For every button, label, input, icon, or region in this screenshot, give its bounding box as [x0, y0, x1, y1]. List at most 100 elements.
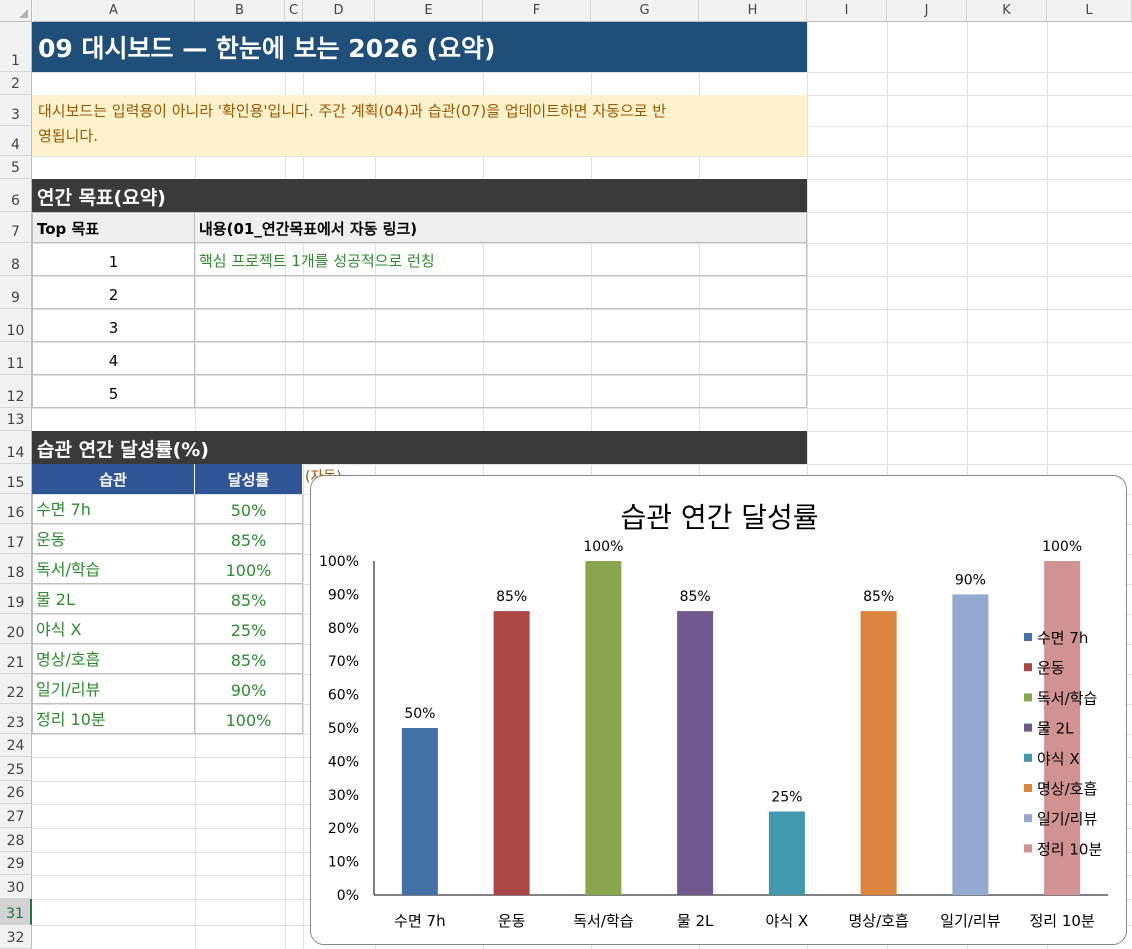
column-header-d[interactable]: D: [303, 0, 375, 22]
row-header-19[interactable]: 19: [0, 584, 32, 614]
goal-text-cell[interactable]: [194, 375, 807, 408]
chart-bar: [585, 561, 622, 895]
row-header-4[interactable]: 4: [0, 126, 32, 156]
habit-name-cell[interactable]: 운동: [32, 524, 195, 554]
habit-chart[interactable]: 습관 연간 달성률 0% 10% 20% 30% 40% 50% 60% 70% 80% 90% 1…: [310, 475, 1127, 945]
habit-rate-cell[interactable]: 90%: [194, 674, 303, 704]
goal-text-cell[interactable]: [194, 309, 807, 342]
row-header-22[interactable]: 22: [0, 674, 32, 704]
row-header-28[interactable]: 28: [0, 828, 32, 852]
goal-num-cell[interactable]: 4: [32, 342, 195, 375]
row-header-29[interactable]: 29: [0, 852, 32, 875]
habits-section-title[interactable]: 습관 연간 달성률(%): [32, 431, 807, 464]
dashboard-note[interactable]: 대시보드는 입력용이 아니라 '확인용'입니다. 주간 계획(04)과 습관(0…: [32, 95, 807, 156]
legend-swatch: [1024, 723, 1032, 732]
goal-num-cell[interactable]: 1: [32, 243, 195, 276]
habit-name-cell[interactable]: 수면 7h: [32, 494, 195, 524]
bar-data-label: 100%: [1042, 539, 1082, 555]
y-tick-label: 20%: [328, 821, 359, 837]
goals-section-title[interactable]: 연간 목표(요약): [32, 179, 807, 212]
row-header-24[interactable]: 24: [0, 734, 32, 757]
row-header-1[interactable]: 1: [0, 22, 32, 72]
column-header-c[interactable]: C: [285, 0, 303, 22]
habit-name-cell[interactable]: 일기/리뷰: [32, 674, 195, 704]
row-header-3[interactable]: 3: [0, 95, 32, 126]
row-header-20[interactable]: 20: [0, 614, 32, 644]
column-header-k[interactable]: K: [967, 0, 1047, 22]
row-header-25[interactable]: 25: [0, 757, 32, 781]
legend-label: 물 2L: [1037, 720, 1074, 738]
row-header-17[interactable]: 17: [0, 524, 32, 554]
row-header-27[interactable]: 27: [0, 804, 32, 828]
chart-plot: 0% 10% 20% 30% 40% 50% 60% 70% 80% 90% 100% 50% 수면 7…: [319, 539, 1108, 930]
goals-header-top[interactable]: Top 목표: [32, 212, 195, 243]
row-header-10[interactable]: 10: [0, 309, 32, 342]
habit-name-cell[interactable]: 물 2L: [32, 584, 195, 614]
row-header-15[interactable]: 15: [0, 464, 32, 494]
column-header-g[interactable]: G: [591, 0, 699, 22]
habit-name-cell[interactable]: 야식 X: [32, 614, 195, 644]
x-tick-label: 독서/학습: [573, 912, 633, 930]
row-header-9[interactable]: 9: [0, 276, 32, 309]
goal-num-cell[interactable]: 2: [32, 276, 195, 309]
column-header-a[interactable]: A: [33, 0, 195, 22]
legend-swatch: [1024, 633, 1032, 641]
habit-rate-cell[interactable]: 100%: [194, 704, 303, 734]
chart-bar: [952, 594, 989, 895]
habits-header-rate[interactable]: 달성률: [195, 464, 303, 494]
row-header-16[interactable]: 16: [0, 494, 32, 524]
goal-text-cell[interactable]: 핵심 프로젝트 1개를 성공적으로 런칭: [194, 243, 807, 276]
goal-text-cell[interactable]: [194, 276, 807, 309]
row-header-2[interactable]: 2: [0, 72, 32, 95]
habit-name-cell[interactable]: 정리 10분: [32, 704, 195, 734]
row-header-14[interactable]: 14: [0, 431, 32, 464]
row-header-12[interactable]: 12: [0, 375, 32, 408]
habit-rate-cell[interactable]: 25%: [194, 614, 303, 644]
legend-label: 야식 X: [1037, 750, 1080, 768]
habit-rate-cell[interactable]: 85%: [194, 584, 303, 614]
chart-title: 습관 연간 달성률: [620, 501, 819, 534]
habit-rate-cell[interactable]: 85%: [194, 524, 303, 554]
goal-num-cell[interactable]: 3: [32, 309, 195, 342]
goal-num-cell[interactable]: 5: [32, 375, 195, 408]
column-header-j[interactable]: J: [887, 0, 967, 22]
goal-text-cell[interactable]: [194, 342, 807, 375]
habits-header-habit[interactable]: 습관: [32, 464, 195, 494]
row-header-8[interactable]: 8: [0, 243, 32, 276]
row-header-18[interactable]: 18: [0, 554, 32, 584]
column-header-e[interactable]: E: [375, 0, 483, 22]
dashboard-title[interactable]: 09 대시보드 — 한눈에 보는 2026 (요약): [32, 22, 807, 72]
row-header-7[interactable]: 7: [0, 212, 32, 243]
row-header-6[interactable]: 6: [0, 179, 32, 212]
habit-name-cell[interactable]: 명상/호흡: [32, 644, 195, 674]
row-header-13[interactable]: 13: [0, 408, 32, 431]
note-line-2: 영됩니다.: [38, 127, 98, 145]
row-header-26[interactable]: 26: [0, 781, 32, 804]
habit-rate-cell[interactable]: 85%: [194, 644, 303, 674]
column-header-f[interactable]: F: [483, 0, 591, 22]
habit-rate-cell[interactable]: 50%: [194, 494, 303, 524]
legend-label: 수면 7h: [1037, 629, 1088, 647]
habit-rate-cell[interactable]: 100%: [194, 554, 303, 584]
chart-bar: [1044, 561, 1081, 895]
row-header-30[interactable]: 30: [0, 875, 32, 899]
row-header-32[interactable]: 32: [0, 925, 32, 949]
row-header-21[interactable]: 21: [0, 644, 32, 674]
select-all-corner[interactable]: [0, 0, 32, 22]
y-tick-label: 40%: [328, 754, 359, 770]
row-header-11[interactable]: 11: [0, 342, 32, 375]
column-header-b[interactable]: B: [195, 0, 285, 22]
y-tick-label: 60%: [328, 688, 359, 704]
legend-swatch: [1024, 814, 1032, 823]
habit-name-cell[interactable]: 독서/학습: [32, 554, 195, 584]
column-header-i[interactable]: I: [807, 0, 887, 22]
row-header-23[interactable]: 23: [0, 704, 32, 734]
row-header-31[interactable]: 31: [0, 899, 32, 925]
x-tick-label: 일기/리뷰: [940, 912, 1000, 930]
column-header-l[interactable]: L: [1047, 0, 1132, 22]
column-header-h[interactable]: H: [699, 0, 807, 22]
bar-data-label: 85%: [863, 589, 894, 605]
row-header-5[interactable]: 5: [0, 156, 32, 179]
goals-header-content[interactable]: 내용(01_연간목표에서 자동 링크): [194, 212, 807, 243]
chart-bar: [677, 611, 714, 895]
